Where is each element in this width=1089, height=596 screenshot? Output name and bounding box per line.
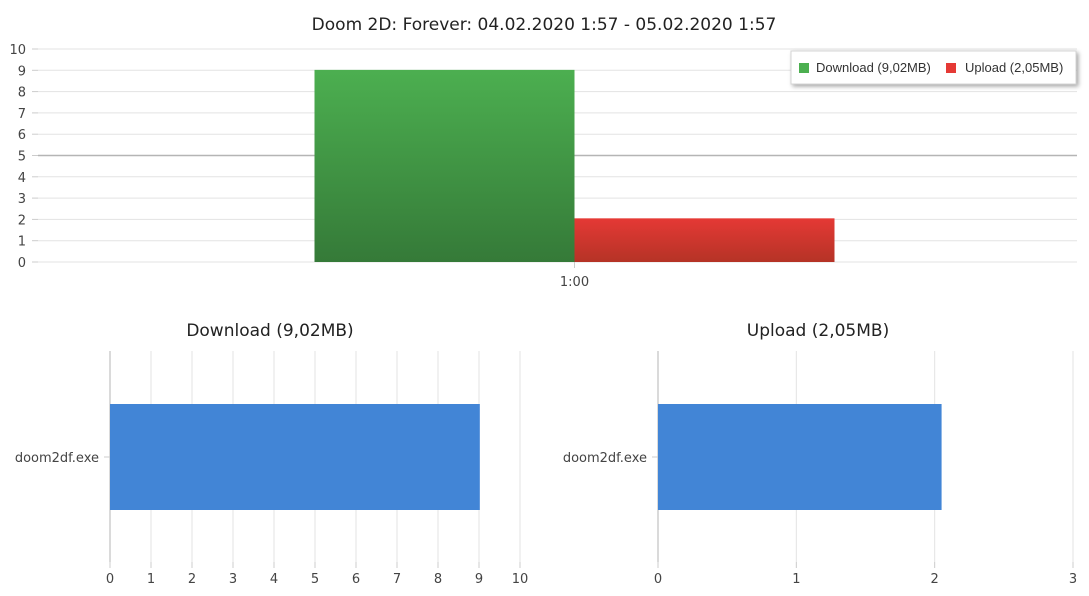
download-tick-label: 9 [475, 572, 483, 587]
upload-bar [658, 404, 942, 510]
main-y-tick-label: 6 [18, 128, 26, 143]
main-y-tick-label: 2 [18, 213, 26, 228]
upload-chart-ticks: 0 1 2 3 doom2df.exe [563, 451, 1077, 587]
download-bar [110, 404, 480, 510]
main-x-tick-label: 1:00 [560, 275, 589, 290]
main-y-tick-label: 4 [18, 171, 26, 186]
download-tick-label: 0 [106, 572, 114, 587]
download-chart: Download (9,02MB) 0 1 2 3 4 5 6 7 8 9 10 doom2df.ex… [15, 321, 528, 587]
legend-label-upload: Upload (2,05MB) [965, 60, 1063, 75]
download-chart-title: Download (9,02MB) [186, 321, 353, 341]
download-tick-label: 5 [311, 572, 319, 587]
legend-swatch-upload [946, 63, 956, 73]
download-tick-label: 6 [352, 572, 360, 587]
upload-category-label: doom2df.exe [563, 451, 647, 466]
main-y-tick-label: 0 [18, 256, 26, 271]
download-category-label: doom2df.exe [15, 451, 99, 466]
main-y-tick-label: 7 [18, 107, 26, 122]
main-chart-bars [314, 69, 835, 263]
download-tick-label: 1 [147, 572, 155, 587]
upload-tick-label: 1 [792, 572, 800, 587]
legend-label-download: Download (9,02MB) [816, 60, 931, 75]
upload-chart: Upload (2,05MB) 0 1 2 3 doom2df.exe [563, 321, 1077, 587]
main-chart-x-ticks: 1:00 [560, 262, 589, 290]
download-tick-label: 10 [512, 572, 529, 587]
main-chart-title: Doom 2D: Forever: 04.02.2020 1:57 - 05.0… [312, 15, 777, 35]
upload-chart-title: Upload (2,05MB) [747, 321, 889, 341]
main-chart-legend[interactable]: Download (9,02MB) Upload (2,05MB) [790, 50, 1077, 85]
download-tick-label: 7 [393, 572, 401, 587]
main-y-tick-label: 5 [18, 150, 26, 165]
main-y-tick-label: 3 [18, 192, 26, 207]
main-y-tick-label: 9 [18, 64, 26, 79]
main-chart-y-ticks: 0 1 2 3 4 5 6 7 8 9 10 [9, 43, 26, 271]
download-chart-ticks: 0 1 2 3 4 5 6 7 8 9 10 doom2df.exe [15, 451, 528, 587]
main-y-tick-label: 10 [9, 43, 26, 58]
upload-tick-label: 0 [654, 572, 662, 587]
legend-swatch-download [799, 63, 809, 73]
main-y-tick-label: 8 [18, 86, 26, 101]
upload-tick-label: 3 [1069, 572, 1077, 587]
main-bar-upload [574, 218, 835, 262]
main-chart: Doom 2D: Forever: 04.02.2020 1:57 - 05.0… [9, 15, 1077, 290]
download-tick-label: 2 [188, 572, 196, 587]
legend-box [790, 50, 1077, 85]
main-bar-download [314, 69, 575, 263]
download-chart-bars [110, 404, 480, 510]
download-tick-label: 3 [229, 572, 237, 587]
main-y-tick-label: 1 [18, 235, 26, 250]
download-tick-label: 8 [434, 572, 442, 587]
download-tick-label: 4 [270, 572, 278, 587]
upload-chart-bars [658, 404, 942, 510]
upload-tick-label: 2 [931, 572, 939, 587]
